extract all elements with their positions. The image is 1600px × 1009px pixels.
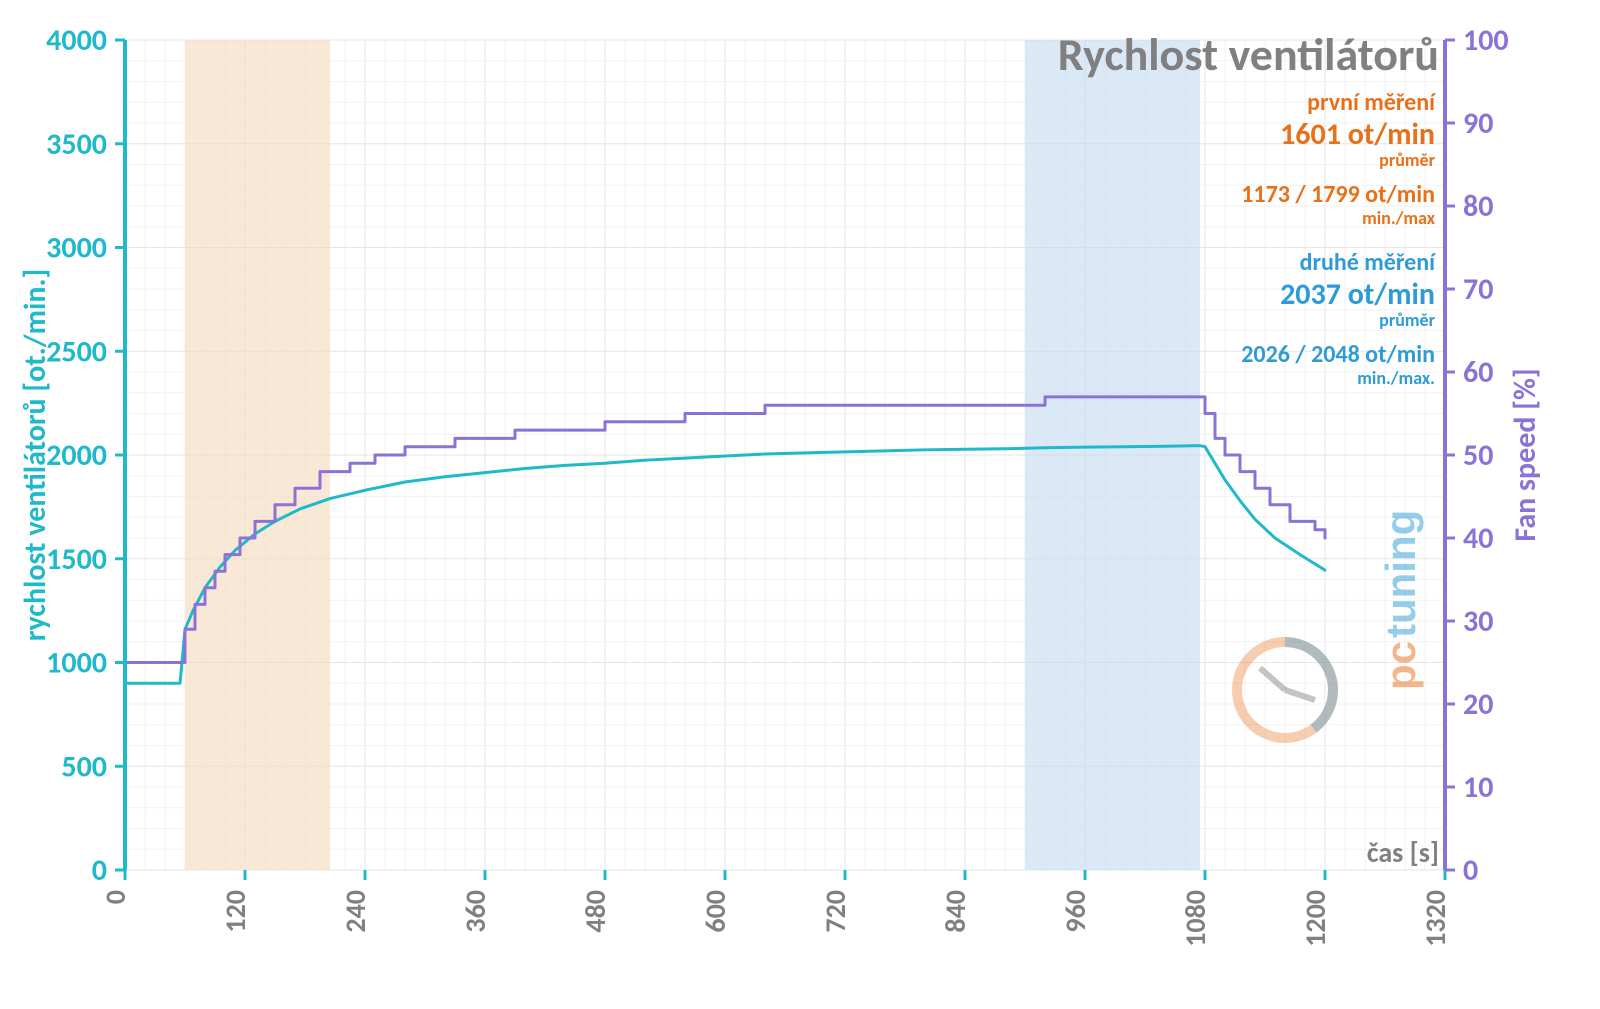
y-right-tick: 60 bbox=[1463, 354, 1493, 391]
annotation-text: první měření bbox=[1307, 88, 1437, 117]
y-right-tick: 70 bbox=[1463, 271, 1493, 308]
y-right-tick: 40 bbox=[1463, 520, 1493, 557]
annotation-text: průměr bbox=[1379, 309, 1435, 331]
annotation-text: 2037 ot/min bbox=[1280, 276, 1435, 313]
y-right-tick: 20 bbox=[1463, 686, 1493, 723]
fan-speed-chart: pctuning05001000150020002500300035004000… bbox=[0, 0, 1600, 1009]
annotation-text: 1173 / 1799 ot/min bbox=[1241, 180, 1435, 209]
y-left-tick: 4000 bbox=[46, 22, 107, 59]
y-left-axis-label: rychlost ventilátorů [ot./min.] bbox=[17, 269, 54, 641]
y-left-tick: 500 bbox=[61, 748, 107, 785]
y-left-tick: 1000 bbox=[46, 645, 107, 682]
y-right-tick: 30 bbox=[1463, 603, 1493, 640]
x-tick: 600 bbox=[698, 890, 733, 933]
y-right-axis-label: Fan speed [%] bbox=[1507, 368, 1544, 541]
x-axis-label: čas [s] bbox=[1367, 835, 1439, 870]
highlight-band bbox=[185, 40, 330, 870]
highlight-band bbox=[1025, 40, 1200, 870]
y-right-tick: 0 bbox=[1463, 852, 1478, 889]
annotation-text: 2026 / 2048 ot/min bbox=[1241, 340, 1435, 369]
y-right-tick: 50 bbox=[1463, 437, 1493, 474]
x-tick: 480 bbox=[578, 890, 613, 933]
y-right-tick: 10 bbox=[1463, 769, 1493, 806]
y-left-tick: 2500 bbox=[46, 333, 107, 370]
annotation-text: min./max bbox=[1362, 207, 1436, 229]
y-right-tick: 90 bbox=[1463, 105, 1493, 142]
y-left-tick: 1500 bbox=[46, 541, 107, 578]
y-left-tick: 2000 bbox=[46, 437, 107, 474]
x-tick: 1320 bbox=[1418, 890, 1453, 947]
annotation-text: průměr bbox=[1379, 149, 1435, 171]
svg-text:pc: pc bbox=[1377, 641, 1424, 690]
y-right-tick: 100 bbox=[1463, 22, 1509, 59]
y-left-tick: 3000 bbox=[46, 230, 107, 267]
x-tick: 1200 bbox=[1298, 890, 1333, 947]
annotation-text: druhé měření bbox=[1300, 248, 1438, 277]
y-right-tick: 80 bbox=[1463, 188, 1493, 225]
x-tick: 0 bbox=[98, 890, 133, 904]
x-tick: 360 bbox=[458, 890, 493, 933]
y-left-tick: 0 bbox=[92, 852, 107, 889]
x-tick: 840 bbox=[938, 890, 973, 933]
y-left-tick: 3500 bbox=[46, 126, 107, 163]
x-tick: 120 bbox=[218, 890, 253, 933]
chart-svg: pctuning05001000150020002500300035004000… bbox=[0, 0, 1600, 1009]
annotation-text: min./max. bbox=[1357, 367, 1435, 389]
x-tick: 1080 bbox=[1178, 890, 1213, 947]
chart-title: Rychlost ventilátorů bbox=[1058, 27, 1439, 83]
annotation-text: 1601 ot/min bbox=[1280, 116, 1435, 153]
x-tick: 240 bbox=[338, 890, 373, 933]
x-tick: 960 bbox=[1058, 890, 1093, 933]
svg-text:tuning: tuning bbox=[1377, 510, 1424, 638]
x-tick: 720 bbox=[818, 890, 853, 933]
